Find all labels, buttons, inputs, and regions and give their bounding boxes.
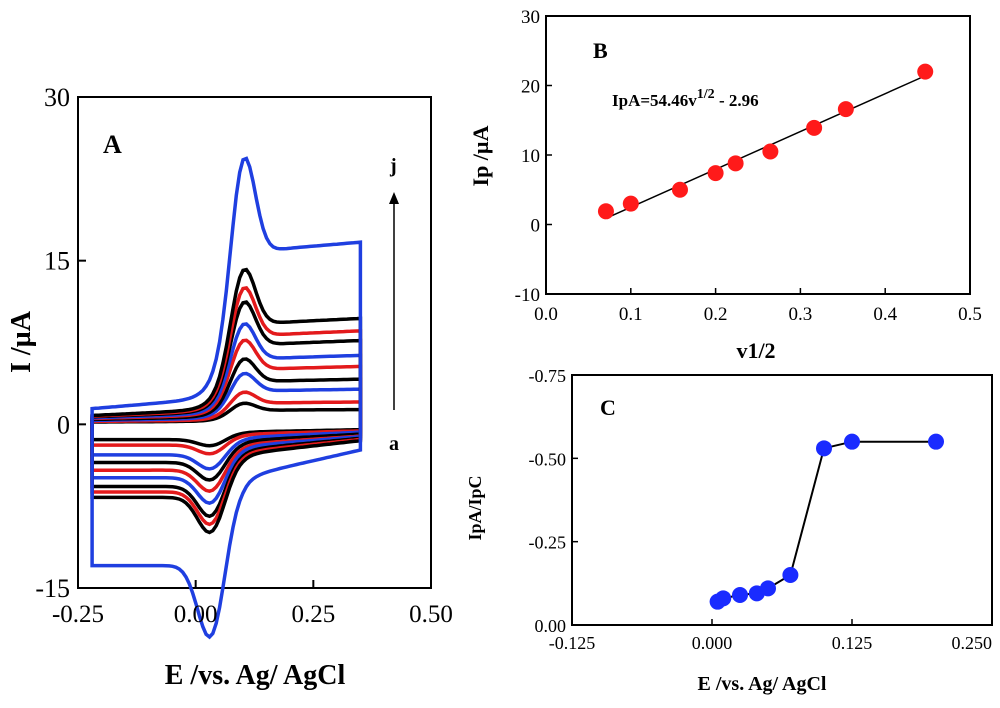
panel-b-xtick-label: 0.3: [789, 304, 813, 325]
panel-b-plot: [597, 63, 934, 220]
ratio-point: [928, 433, 944, 450]
panel-c-ytick-label: -0.25: [529, 533, 567, 553]
panel-b-xlabel: v1/2: [736, 338, 775, 363]
panel-b-frame: [545, 15, 971, 295]
scan-rate-arrowhead: [389, 192, 399, 204]
panel-a-ytick-label: -15: [35, 574, 70, 603]
panel-b-ticks: 0.0 0.1 0.2 0.3 0.4 0.5 -10 0 10 20 30: [515, 7, 982, 325]
panel-c: -0.125 0.000 0.125 0.250 0.00 -0.25 -0.50 -0.75…: [465, 366, 993, 695]
panel-a-ylabel: I /µA: [6, 310, 37, 373]
ip-point: [727, 155, 744, 172]
ip-point: [762, 143, 779, 160]
ratio-point: [760, 580, 776, 597]
panel-c-ytick-label: 0.00: [535, 616, 567, 636]
panel-b-ylabel: Ip /µA: [468, 125, 493, 186]
panel-a-frame: [77, 96, 432, 589]
panel-b-ytick-label: 0: [531, 216, 541, 237]
ratio-point: [844, 433, 860, 450]
ip-point: [837, 101, 854, 118]
panel-a-xtick-label: 0.50: [409, 601, 453, 628]
panel-b-xtick-label: 0.4: [873, 304, 897, 325]
panel-c-xtick-label: -0.125: [549, 633, 596, 653]
panel-b-xtick-label: 0.2: [704, 304, 728, 325]
panel-b-ytick-label: -10: [515, 285, 540, 306]
ip-point: [671, 181, 688, 198]
panel-c-plot: [709, 433, 944, 610]
panel-a-xtick-label: 0.00: [174, 601, 218, 628]
ip-point: [707, 165, 724, 182]
panel-a-xlabel: E /vs. Ag/ AgCl: [165, 660, 346, 691]
panel-c-frame: [571, 374, 993, 626]
arrow-start-label: a: [389, 433, 399, 455]
fit-equation-tail: - 2.96: [715, 91, 759, 110]
panel-c-xtick-label: 0.000: [692, 633, 733, 653]
arrow-end-label: j: [389, 155, 397, 177]
panel-a-letter: A: [103, 130, 122, 159]
cv-curve-10: [90, 156, 363, 640]
panel-a: -0.25 0.00 0.25 0.50 -15 0 15 30 A j a E /vs. A…: [6, 83, 453, 691]
panel-a-ytick-label: 0: [57, 410, 70, 439]
panel-b-letter: B: [593, 38, 608, 63]
ip-point: [622, 195, 639, 212]
panel-b-xtick-label: 0.1: [619, 304, 643, 325]
ip-point: [917, 63, 934, 80]
ip-point: [597, 203, 614, 220]
panel-b-xtick-label: 0.0: [534, 304, 558, 325]
panel-c-ytick-label: -0.50: [529, 449, 567, 469]
panel-c-xtick-label: 0.125: [832, 633, 873, 653]
fit-equation-main: IpA=54.46v: [612, 91, 697, 110]
panel-c-letter: C: [600, 395, 616, 420]
ratio-line: [717, 440, 936, 603]
panel-b-ytick-label: 20: [521, 77, 540, 98]
panel-c-xlabel: E /vs. Ag/ AgCl: [698, 673, 827, 695]
panel-c-xtick-label: 0.250: [952, 633, 993, 653]
panel-a-xtick-label: 0.25: [291, 601, 335, 628]
fit-equation-exponent: 1/2: [697, 87, 715, 102]
panel-b-xtick-label: 0.5: [958, 304, 982, 325]
panel-a-ytick-label: 15: [44, 247, 70, 276]
panel-a-ticks: -0.25 0.00 0.25 0.50 -15 0 15 30: [35, 83, 453, 628]
ratio-point: [732, 587, 748, 603]
ip-point: [806, 119, 823, 136]
panel-a-ytick-label: 30: [44, 83, 70, 112]
panel-c-ticks: -0.125 0.000 0.125 0.250 0.00 -0.25 -0.50 -0.75: [529, 366, 993, 653]
ratio-point: [816, 440, 832, 457]
panel-c-ytick-label: -0.75: [529, 366, 567, 386]
ratio-point: [715, 590, 732, 607]
panel-b-ytick-label: 30: [521, 7, 540, 28]
panel-b-ytick-label: 10: [521, 146, 540, 167]
panel-a-curves: [90, 156, 363, 640]
panel-a-xtick-label: -0.25: [52, 601, 104, 628]
panel-b: 0.0 0.1 0.2 0.3 0.4 0.5 -10 0 10 20 30 B IpA=54.46…: [468, 7, 982, 363]
ratio-point: [782, 567, 799, 583]
fit-equation: IpA=54.46v1/2 - 2.96: [612, 87, 759, 110]
panel-c-ylabel: IpA/IpC: [465, 475, 485, 540]
